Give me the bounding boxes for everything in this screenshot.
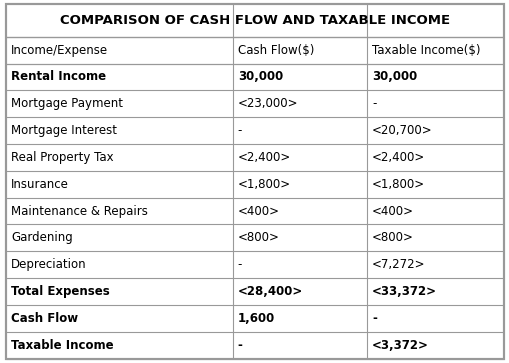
Text: <800>: <800> [237,231,279,244]
Text: Cash Flow: Cash Flow [11,312,78,325]
Text: 30,000: 30,000 [372,70,416,83]
Text: <400>: <400> [237,205,279,217]
Text: <20,700>: <20,700> [372,124,432,137]
Text: Maintenance & Repairs: Maintenance & Repairs [11,205,148,217]
Text: Mortgage Payment: Mortgage Payment [11,97,123,110]
Text: Depreciation: Depreciation [11,258,87,271]
Text: Taxable Income: Taxable Income [11,339,114,352]
Text: -: - [237,124,242,137]
Text: <800>: <800> [372,231,413,244]
Text: -: - [237,258,242,271]
Text: -: - [237,339,242,352]
Text: 1,600: 1,600 [237,312,274,325]
Text: <33,372>: <33,372> [372,285,436,298]
Text: <1,800>: <1,800> [237,178,290,191]
Text: <23,000>: <23,000> [237,97,298,110]
Text: <1,800>: <1,800> [372,178,425,191]
Text: -: - [372,312,376,325]
Text: Gardening: Gardening [11,231,73,244]
Text: -: - [372,97,376,110]
Text: Income/Expense: Income/Expense [11,44,108,57]
Text: Cash Flow($): Cash Flow($) [237,44,314,57]
Text: Mortgage Interest: Mortgage Interest [11,124,117,137]
Text: <3,372>: <3,372> [372,339,428,352]
Text: Total Expenses: Total Expenses [11,285,110,298]
Text: Insurance: Insurance [11,178,69,191]
Text: Rental Income: Rental Income [11,70,106,83]
Text: 30,000: 30,000 [237,70,282,83]
Text: Taxable Income($): Taxable Income($) [372,44,479,57]
Text: Real Property Tax: Real Property Tax [11,151,114,164]
Text: <2,400>: <2,400> [372,151,425,164]
Text: <28,400>: <28,400> [237,285,302,298]
Text: COMPARISON OF CASH FLOW AND TAXABLE INCOME: COMPARISON OF CASH FLOW AND TAXABLE INCO… [60,14,449,27]
Text: <2,400>: <2,400> [237,151,290,164]
Text: <400>: <400> [372,205,413,217]
Text: <7,272>: <7,272> [372,258,425,271]
